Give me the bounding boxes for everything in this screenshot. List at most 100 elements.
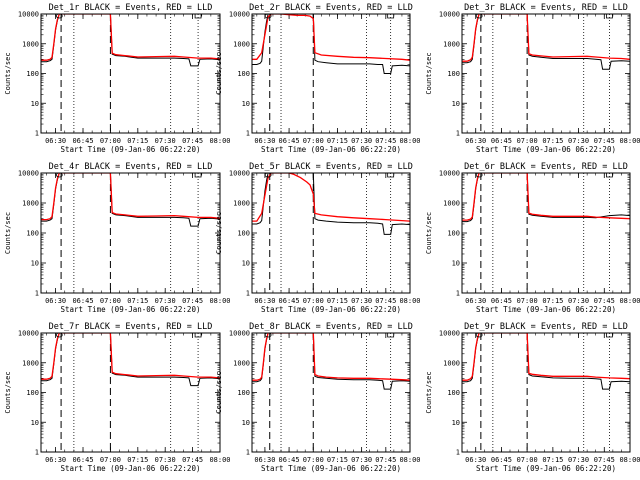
x-tick-label: 06:45 bbox=[72, 456, 93, 464]
panel-title: Det_6r BLACK = Events, RED = LLD bbox=[464, 162, 628, 172]
panel-6: Det_6r BLACK = Events, RED = LLD Counts/s… bbox=[425, 162, 640, 314]
panel-1: Det_1r BLACK = Events, RED = LLD Counts/s… bbox=[4, 3, 231, 154]
y-tick-label: 1000 bbox=[443, 40, 460, 48]
x-tick-label: 07:30 bbox=[155, 137, 176, 145]
x-tick-label: 08:00 bbox=[209, 456, 230, 464]
events-series-line bbox=[462, 14, 630, 70]
x-axis-label: Start Time (09-Jan-06 06:22:20) bbox=[261, 145, 401, 154]
x-tick-label: 07:15 bbox=[542, 297, 563, 305]
x-axis-label: Start Time (09-Jan-06 06:22:20) bbox=[476, 305, 616, 314]
plot-frame bbox=[40, 332, 221, 453]
lld-series-line bbox=[41, 333, 220, 380]
x-tick-label: 06:45 bbox=[72, 297, 93, 305]
y-axis-label: Counts/sec bbox=[215, 371, 223, 413]
x-tick-label: 07:00 bbox=[303, 297, 324, 305]
x-tick-label: 06:30 bbox=[45, 137, 66, 145]
y-tick-label: 100 bbox=[237, 389, 250, 397]
x-tick-label: 08:00 bbox=[209, 297, 230, 305]
y-tick-label: 100 bbox=[26, 230, 39, 238]
y-tick-label: 10 bbox=[452, 260, 460, 268]
x-tick-label: 06:45 bbox=[491, 297, 512, 305]
x-tick-label: 07:15 bbox=[127, 137, 148, 145]
x-axis-label: Start Time (09-Jan-06 06:22:20) bbox=[476, 464, 616, 473]
y-tick-label: 1 bbox=[35, 130, 39, 138]
y-tick-label: 10000 bbox=[439, 11, 460, 19]
y-tick-label: 100 bbox=[26, 70, 39, 78]
x-tick-label: 07:30 bbox=[351, 297, 372, 305]
x-tick-label: 07:30 bbox=[568, 456, 589, 464]
x-tick-label: 06:45 bbox=[279, 137, 300, 145]
y-tick-label: 1000 bbox=[22, 200, 39, 208]
flag-box-marker bbox=[387, 14, 395, 19]
x-tick-label: 07:45 bbox=[594, 297, 615, 305]
x-tick-label: 07:45 bbox=[375, 297, 396, 305]
y-tick-label: 1000 bbox=[443, 200, 460, 208]
y-axis-label: Counts/sec bbox=[4, 52, 12, 94]
x-tick-label: 07:15 bbox=[327, 137, 348, 145]
y-tick-label: 1 bbox=[35, 449, 39, 457]
x-tick-label: 07:45 bbox=[182, 456, 203, 464]
y-axis-label: Counts/sec bbox=[4, 371, 12, 413]
x-tick-label: 07:45 bbox=[594, 137, 615, 145]
y-tick-label: 10 bbox=[31, 419, 39, 427]
plot-frame bbox=[40, 13, 221, 134]
panel-4: Det_4r BLACK = Events, RED = LLD Counts/s… bbox=[4, 162, 231, 314]
y-tick-label: 1 bbox=[35, 290, 39, 298]
y-tick-label: 1000 bbox=[22, 40, 39, 48]
y-tick-label: 100 bbox=[26, 389, 39, 397]
panel-7: Det_7r BLACK = Events, RED = LLD Counts/s… bbox=[4, 322, 231, 473]
lld-series-line bbox=[41, 14, 220, 61]
plot-frame bbox=[251, 13, 411, 134]
x-tick-label: 06:45 bbox=[279, 297, 300, 305]
panel-title: Det_9r BLACK = Events, RED = LLD bbox=[464, 322, 628, 332]
y-axis-label: Counts/sec bbox=[425, 212, 433, 254]
x-tick-label: 06:45 bbox=[72, 137, 93, 145]
x-axis-label: Start Time (09-Jan-06 06:22:20) bbox=[476, 145, 616, 154]
x-tick-label: 07:00 bbox=[517, 456, 538, 464]
x-tick-label: 06:30 bbox=[465, 456, 486, 464]
x-tick-label: 08:00 bbox=[619, 456, 640, 464]
y-tick-label: 100 bbox=[237, 70, 250, 78]
events-series-line bbox=[252, 14, 410, 74]
plot-frame bbox=[251, 172, 411, 294]
panel-title: Det_4r BLACK = Events, RED = LLD bbox=[49, 162, 213, 172]
flag-box-marker bbox=[606, 333, 613, 338]
y-tick-label: 10000 bbox=[18, 11, 39, 19]
flag-box-marker bbox=[194, 14, 202, 19]
x-tick-label: 07:45 bbox=[375, 137, 396, 145]
y-tick-label: 100 bbox=[447, 70, 460, 78]
panel-title: Det_7r BLACK = Events, RED = LLD bbox=[49, 322, 213, 332]
plot-frame bbox=[461, 332, 631, 453]
y-tick-label: 10 bbox=[242, 419, 250, 427]
x-tick-label: 06:30 bbox=[465, 137, 486, 145]
x-tick-label: 06:30 bbox=[465, 297, 486, 305]
y-tick-label: 100 bbox=[237, 230, 250, 238]
panel-3: Det_3r BLACK = Events, RED = LLD Counts/s… bbox=[425, 3, 640, 154]
lld-series-line bbox=[462, 333, 630, 381]
x-tick-label: 07:00 bbox=[100, 137, 121, 145]
x-axis-label: Start Time (09-Jan-06 06:22:20) bbox=[261, 305, 401, 314]
plot-frame bbox=[461, 13, 631, 134]
y-tick-label: 10 bbox=[452, 100, 460, 108]
x-tick-label: 07:15 bbox=[327, 456, 348, 464]
lld-series-line bbox=[462, 173, 630, 221]
y-tick-label: 10000 bbox=[439, 170, 460, 178]
y-tick-label: 1000 bbox=[233, 40, 250, 48]
y-tick-label: 1 bbox=[246, 290, 250, 298]
x-tick-label: 08:00 bbox=[399, 297, 420, 305]
y-axis-label: Counts/sec bbox=[215, 212, 223, 254]
x-tick-label: 06:30 bbox=[254, 456, 275, 464]
x-axis-label: Start Time (09-Jan-06 06:22:20) bbox=[61, 464, 201, 473]
x-axis-label: Start Time (09-Jan-06 06:22:20) bbox=[61, 305, 201, 314]
x-tick-label: 06:45 bbox=[279, 456, 300, 464]
y-tick-label: 10 bbox=[242, 260, 250, 268]
x-tick-label: 07:15 bbox=[542, 137, 563, 145]
events-series-line bbox=[462, 333, 630, 390]
x-tick-label: 06:30 bbox=[45, 456, 66, 464]
x-tick-label: 07:45 bbox=[594, 456, 615, 464]
lld-series-line bbox=[462, 14, 630, 62]
lld-series-line bbox=[41, 173, 220, 221]
flag-box-marker bbox=[387, 173, 395, 178]
plot-frame bbox=[251, 332, 411, 453]
y-tick-label: 1000 bbox=[443, 359, 460, 367]
